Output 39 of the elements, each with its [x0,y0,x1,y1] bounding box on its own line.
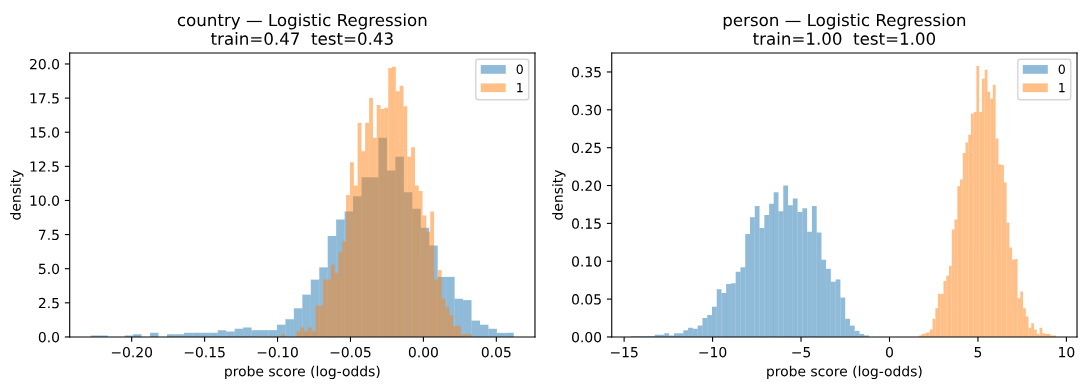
x-tick-label: 0 [885,346,893,358]
chart-title: country — Logistic Regression train=0.47 test=0.43 [177,13,427,45]
y-axis-title: density [552,169,566,220]
y-tick-label: 0.30 [572,104,602,116]
y-tick-label: 0.0 [38,331,60,343]
x-tick-label: 0.00 [408,346,438,358]
y-tick-label: 0.25 [572,142,601,154]
y-tick-label: 5.0 [38,263,60,275]
x-axis-title: probe score (log-odds) [225,365,380,380]
y-axis-title: density [10,169,24,220]
y-tick-label: 0.35 [572,66,601,78]
x-tick-label: −0.05 [330,346,371,358]
x-tick-label: 0.05 [481,346,511,358]
y-tick-label: 17.5 [30,93,59,104]
y-tick-label: 0.10 [572,256,602,267]
x-tick-label: −0.15 [184,346,225,358]
chart-title: person — Logistic Regression train=1.00 test=1.00 [723,13,966,45]
y-tick-label: 12.5 [30,161,59,172]
legend-label: 0 [516,64,523,74]
x-tick-label: −15 [610,347,638,358]
x-tick-label: −0.10 [257,346,298,358]
y-tick-label: 0.00 [572,331,602,343]
x-tick-label: −10 [699,346,727,358]
y-tick-label: 10.0 [30,195,60,206]
y-tick-label: 20.0 [30,58,60,70]
x-tick-label: −0.20 [111,346,153,358]
y-tick-label: 0.15 [572,218,601,229]
x-axis-title: probe score (log-odds) [767,365,922,380]
legend-label: 1 [1059,83,1065,93]
x-tick-label: 5 [974,347,982,358]
y-tick-label: 7.5 [39,229,59,241]
x-tick-label: −5 [792,347,811,358]
y-tick-label: 0.20 [572,180,602,192]
y-tick-label: 2.5 [38,297,59,309]
y-tick-label: 0.05 [572,294,601,305]
y-tick-label: 15.0 [30,127,60,138]
legend-label: 0 [1058,64,1065,74]
x-tick-label: 10 [1059,346,1075,358]
legend-label: 1 [517,83,523,93]
